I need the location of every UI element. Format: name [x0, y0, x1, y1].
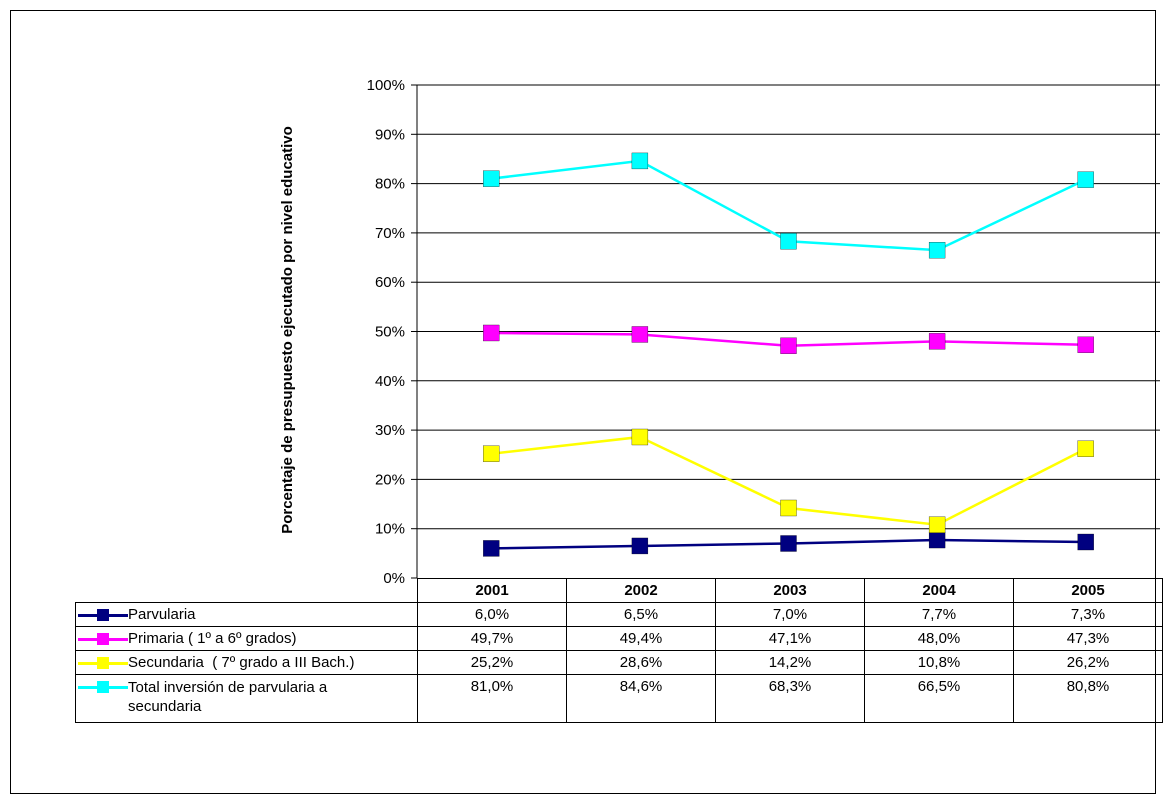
series-name: Secundaria ( 7º grado a III Bach.)	[128, 654, 355, 671]
legend-entry-total: Total inversión de parvularia a secundar…	[75, 674, 418, 723]
series-name: Parvularia	[128, 606, 196, 623]
y-tick-label: 30%	[375, 422, 405, 439]
data-cell: 68,3%	[715, 674, 865, 723]
data-point-marker	[483, 170, 500, 187]
data-point-marker	[1077, 336, 1094, 353]
y-tick-label: 70%	[375, 225, 405, 242]
data-cell: 6,5%	[566, 602, 716, 627]
series-lines	[483, 152, 1094, 557]
year-header: 2004	[864, 578, 1014, 603]
data-point-marker	[1077, 171, 1094, 188]
y-axis: 0% 10% 20% 30% 40% 50% 60% 70% 80% 90% 100%	[367, 77, 418, 587]
y-tick-label: 90%	[375, 126, 405, 143]
y-axis-label: Porcentaje de presupuesto ejecutado por …	[279, 126, 296, 534]
data-cell: 84,6%	[566, 674, 716, 723]
data-point-marker	[483, 324, 500, 342]
y-tick-label: 20%	[375, 471, 405, 488]
y-tick-label: 60%	[375, 274, 405, 291]
legend-entry-primaria: Primaria ( 1º a 6º grados)	[75, 626, 418, 651]
data-point-marker	[1077, 533, 1094, 551]
data-cell: 49,4%	[566, 626, 716, 651]
y-tick-label: 100%	[367, 77, 405, 94]
year-header: 2003	[715, 578, 865, 603]
y-tick-label: 50%	[375, 324, 405, 341]
series-name: Primaria ( 1º a 6º grados)	[128, 630, 297, 647]
data-point-marker	[928, 516, 946, 533]
y-tick-label: 80%	[375, 176, 405, 193]
year-header: 2001	[417, 578, 567, 603]
data-cell: 7,7%	[864, 602, 1014, 627]
data-point-marker	[780, 337, 797, 354]
data-cell: 47,3%	[1013, 626, 1163, 651]
table-row-primaria: Primaria ( 1º a 6º grados) 49,7% 49,4% 4…	[75, 626, 1163, 651]
data-cell: 6,0%	[417, 602, 567, 627]
data-cell: 10,8%	[864, 650, 1014, 675]
data-cell: 66,5%	[864, 674, 1014, 723]
table-row-parvularia: Parvularia 6,0% 6,5% 7,0% 7,7% 7,3%	[75, 602, 1163, 627]
table-row-secundaria: Secundaria ( 7º grado a III Bach.) 25,2%…	[75, 650, 1163, 675]
data-point-marker	[780, 499, 797, 517]
gridlines	[417, 84, 1160, 530]
data-point-marker	[1077, 440, 1094, 457]
table-row-total: Total inversión de parvularia a secundar…	[75, 674, 1163, 723]
table-header-row: 2001 2002 2003 2004 2005	[76, 578, 1163, 603]
y-tick-label: 40%	[375, 373, 405, 390]
data-point-marker	[928, 242, 946, 259]
data-point-marker	[631, 428, 649, 446]
data-cell: 47,1%	[715, 626, 865, 651]
year-header: 2005	[1013, 578, 1163, 603]
data-cell: 49,7%	[417, 626, 567, 651]
data-table: 2001 2002 2003 2004 2005 Parvularia 6,0%…	[75, 578, 1163, 723]
data-cell: 14,2%	[715, 650, 865, 675]
data-point-marker	[631, 152, 649, 170]
data-point-marker	[928, 531, 946, 549]
y-tick-label: 10%	[375, 521, 405, 538]
data-cell: 80,8%	[1013, 674, 1163, 723]
data-point-marker	[631, 326, 649, 343]
y-tick-label: 0%	[383, 570, 405, 587]
data-point-marker	[483, 540, 500, 557]
data-point-marker	[483, 445, 500, 462]
data-point-marker	[780, 233, 797, 250]
series-name: Total inversión de parvularia a secundar…	[128, 679, 328, 715]
legend-key-primaria	[78, 633, 128, 646]
year-header: 2002	[566, 578, 716, 603]
legend-key-parvularia	[78, 609, 128, 622]
data-cell: 28,6%	[566, 650, 716, 675]
legend-key-total	[78, 681, 128, 694]
legend-entry-secundaria: Secundaria ( 7º grado a III Bach.)	[75, 650, 418, 675]
data-cell: 26,2%	[1013, 650, 1163, 675]
legend-entry-parvularia: Parvularia	[75, 602, 418, 627]
data-cell: 7,3%	[1013, 602, 1163, 627]
legend-key-secundaria	[78, 657, 128, 670]
data-point-marker	[780, 535, 797, 552]
data-cell: 81,0%	[417, 674, 567, 723]
data-cell: 7,0%	[715, 602, 865, 627]
data-point-marker	[631, 537, 649, 555]
data-cell: 25,2%	[417, 650, 567, 675]
data-cell: 48,0%	[864, 626, 1014, 651]
data-point-marker	[928, 333, 946, 350]
